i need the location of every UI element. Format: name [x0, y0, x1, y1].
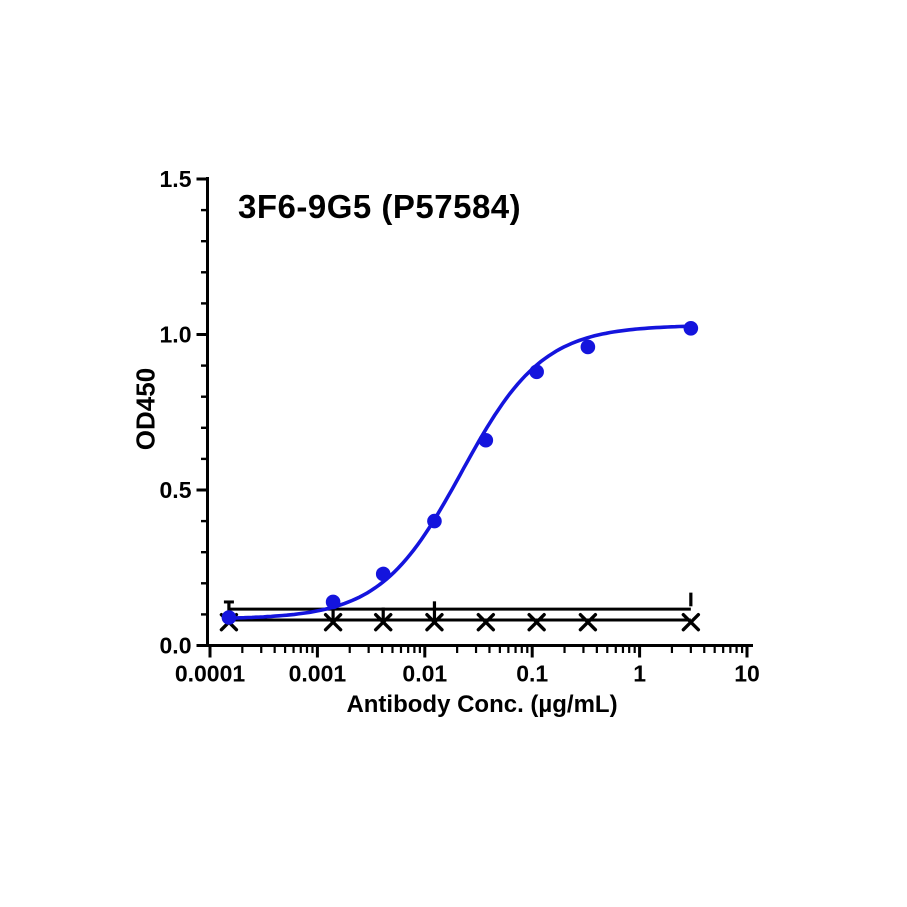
data-point-marker	[478, 432, 494, 448]
figure-title: 3F6-9G5 (P57584)	[238, 188, 522, 225]
tick-label: 0.01	[402, 661, 447, 687]
data-point-marker	[325, 594, 341, 610]
tick-label: 0.5	[160, 477, 192, 503]
axis-line	[425, 612, 444, 632]
axis-line	[476, 612, 496, 632]
tick-label: 1.0	[160, 322, 192, 348]
tick-label: 1.5	[160, 166, 192, 192]
axis-line	[527, 612, 546, 632]
data-point-marker	[683, 320, 699, 336]
tick-label: 0.001	[289, 661, 347, 687]
tick-label: 1	[633, 661, 646, 687]
axis-line	[578, 612, 598, 632]
y-axis-title: OD450	[130, 367, 161, 451]
axis-line	[323, 612, 343, 632]
data-point-marker	[221, 610, 237, 625]
axis-line	[681, 612, 701, 632]
data-point-marker	[427, 513, 442, 529]
data-point-marker	[529, 364, 544, 380]
binding-curve	[227, 324, 693, 620]
x-axis-title: Antibody Conc. (µg/mL)	[346, 691, 618, 718]
tick-label: 10	[734, 661, 760, 687]
axis-line	[374, 612, 393, 632]
data-point-marker	[375, 566, 391, 582]
data-point-marker	[580, 339, 596, 355]
tick-label: 0.1	[516, 661, 548, 687]
tick-label: 0.0001	[175, 661, 246, 687]
tick-label: 0.0	[160, 633, 192, 659]
